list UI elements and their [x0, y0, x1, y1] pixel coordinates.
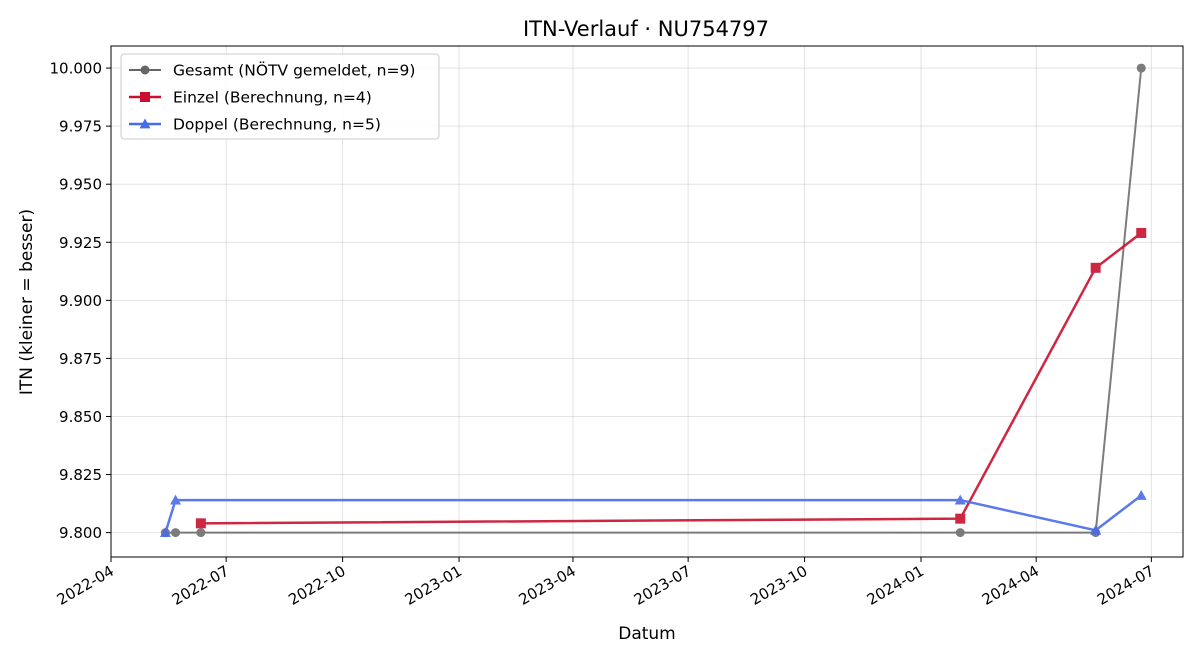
x-tick-label: 2024-04: [979, 562, 1042, 609]
y-tick-label: 9.925: [59, 234, 102, 252]
data-point: [1135, 489, 1147, 500]
legend-label: Doppel (Berechnung, n=5): [173, 116, 381, 134]
y-tick-label: 10.000: [50, 60, 103, 78]
series-line: [200, 231, 1142, 525]
legend: Gesamt (NÖTV gemeldet, n=9) Einzel (Berec…: [120, 53, 440, 140]
data-point: [1090, 524, 1102, 535]
data-point: [170, 494, 182, 505]
y-tick-label: 9.950: [59, 176, 102, 194]
x-tick-label: 2024-01: [864, 562, 927, 609]
y-axis-label: ITN (kleiner = besser): [17, 209, 37, 395]
x-axis-label: Datum: [618, 624, 676, 644]
data-point: [1136, 227, 1147, 238]
legend-entry: Einzel (Berechnung, n=4): [129, 89, 372, 107]
data-point: [159, 527, 171, 538]
data-series: [159, 63, 1147, 538]
x-tick-label: 2022-07: [169, 562, 232, 609]
plot-area-frame: [110, 45, 1184, 558]
data-point: [955, 513, 966, 524]
x-tick-label: 2022-04: [54, 562, 117, 609]
legend-entry: Doppel (Berechnung, n=5): [129, 116, 381, 134]
axes: 2022-04 2022-07 2022-10 2023-01 2023-04 2023-…: [50, 60, 1158, 609]
y-tick-label: 9.800: [59, 524, 102, 542]
y-tick-label: 9.975: [59, 118, 102, 136]
x-tick-label: 2024-07: [1094, 562, 1157, 609]
legend-entry: Gesamt (NÖTV gemeldet, n=9): [129, 61, 415, 80]
y-tick-label: 9.850: [59, 408, 102, 426]
x-tick-label: 2023-01: [402, 562, 465, 609]
data-point: [195, 518, 206, 529]
data-point: [955, 528, 965, 538]
legend-label: Einzel (Berechnung, n=4): [173, 89, 372, 107]
data-point: [196, 528, 206, 538]
legend-marker: [140, 65, 150, 75]
series-square: [195, 227, 1147, 529]
data-point: [954, 494, 966, 505]
legend-label: Gesamt (NÖTV gemeldet, n=9): [173, 61, 415, 80]
y-tick-label: 9.900: [59, 292, 102, 310]
x-tick-label: 2023-10: [747, 562, 810, 609]
y-tick-label: 9.825: [59, 466, 102, 484]
legend-marker: [139, 118, 151, 129]
data-point: [1136, 63, 1146, 73]
x-tick-label: 2023-04: [516, 562, 579, 609]
legend-box: [120, 53, 440, 140]
series-line: [164, 494, 1142, 533]
x-tick-label: 2023-07: [631, 562, 694, 609]
legend-marker: [140, 92, 150, 102]
chart-title: ITN-Verlauf · NU754797: [523, 17, 769, 41]
y-tick-label: 9.875: [59, 350, 102, 368]
series-triangle: [159, 489, 1147, 538]
data-point: [1090, 262, 1101, 273]
data-point: [171, 528, 181, 538]
x-tick-label: 2022-10: [285, 562, 348, 609]
